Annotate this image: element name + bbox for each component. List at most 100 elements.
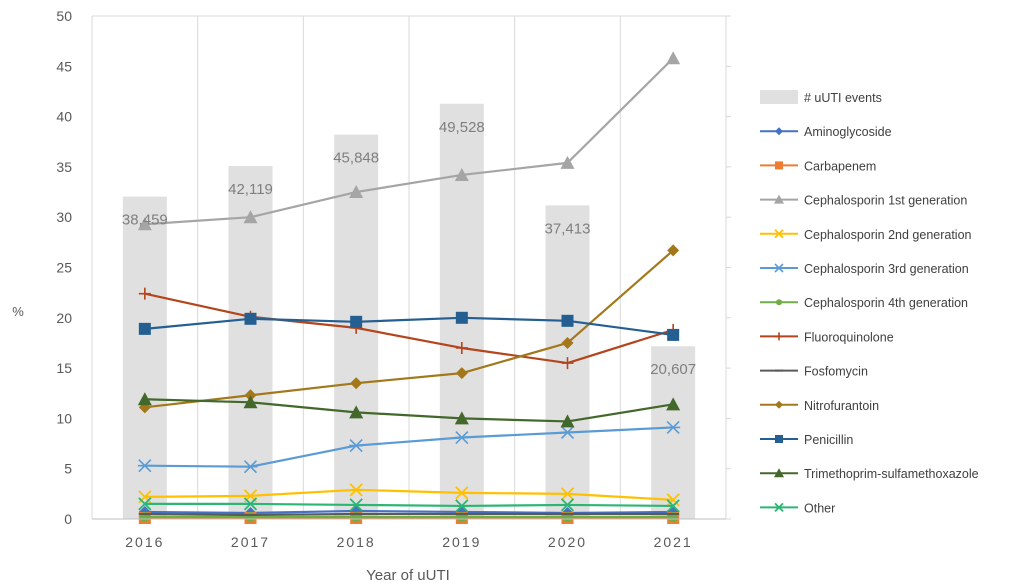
series-marker: [138, 287, 151, 300]
legend-label: # uUTI events: [804, 91, 882, 105]
series-marker: [243, 395, 258, 409]
series-marker: [560, 425, 575, 440]
series-marker: [349, 185, 364, 199]
series-line: [144, 509, 674, 515]
series-marker: [667, 244, 680, 257]
y-tick-label: 25: [56, 260, 72, 276]
series-line: [144, 57, 674, 226]
legend-label: Carbapenem: [804, 159, 876, 173]
x-tick-label: 2017: [231, 534, 270, 550]
legend-label: Cephalosporin 2nd generation: [804, 228, 972, 242]
y-tick-label: 10: [56, 410, 72, 426]
series-marker: [455, 486, 469, 500]
series-marker: [138, 497, 152, 511]
x-tick-label: 2016: [125, 534, 164, 550]
series-marker: [560, 498, 575, 512]
series-marker: [774, 502, 784, 513]
legend-label: Cephalosporin 4th generation: [804, 296, 968, 310]
y-tick-label: 15: [56, 360, 72, 376]
x-axis-label: Year of uUTI: [366, 567, 450, 584]
x-tick-label: 2018: [337, 534, 376, 550]
series-marker: [350, 377, 363, 390]
series-marker: [561, 357, 574, 370]
series-marker: [666, 493, 680, 507]
series-marker: [243, 210, 258, 224]
bar-data-label: 20,607: [650, 361, 696, 378]
series-marker: [349, 405, 364, 419]
series-marker: [244, 312, 257, 325]
bar-data-label: 45,848: [333, 150, 379, 167]
legend-label: Penicillin: [804, 433, 853, 447]
legend-label: Aminoglycoside: [804, 125, 892, 139]
legend-swatch-bar: [760, 90, 798, 104]
series-marker: [667, 328, 680, 341]
series-line: [144, 398, 674, 423]
series-marker: [774, 229, 784, 239]
y-tick-label: 5: [64, 461, 72, 477]
y-tick-label: 35: [56, 159, 72, 175]
legend-label: Nitrofurantoin: [804, 399, 879, 413]
legend-label: Fluoroquinolone: [804, 330, 894, 344]
series-marker: [666, 499, 680, 513]
series-marker: [138, 322, 151, 335]
series-marker: [137, 217, 152, 231]
y-tick-label: 50: [56, 8, 72, 24]
series-marker: [244, 389, 257, 402]
legend-label: Other: [804, 501, 835, 515]
series-marker: [774, 468, 784, 478]
bar-data-label: 42,119: [228, 181, 273, 198]
series-marker: [775, 127, 783, 136]
series-marker: [666, 420, 681, 435]
y-tick-label: 0: [64, 511, 72, 527]
series-marker: [350, 315, 363, 328]
y-tick-label: 40: [56, 109, 72, 125]
series-marker: [560, 155, 575, 169]
series-line: [144, 502, 674, 508]
series-marker: [561, 336, 574, 349]
series-line: [144, 249, 674, 409]
series-marker: [137, 392, 152, 406]
y-tick-label: 30: [56, 209, 72, 225]
series-marker: [775, 161, 783, 170]
series-marker: [349, 483, 363, 497]
y-tick-label: 45: [56, 58, 72, 74]
series-marker: [137, 459, 152, 473]
series-marker: [775, 400, 783, 409]
series-marker: [455, 311, 468, 324]
series-line: [144, 512, 674, 517]
series-marker: [775, 332, 783, 341]
y-tick-label: 20: [56, 310, 72, 326]
series-marker: [243, 497, 258, 511]
series-marker: [454, 411, 469, 425]
legend-label: Trimethoprim-sulfamethoxazole: [804, 467, 979, 481]
x-tick-label: 2020: [548, 534, 587, 550]
series-marker: [349, 498, 363, 512]
bar-uuti-events: [439, 103, 484, 519]
x-tick-label: 2021: [654, 534, 693, 550]
bar-uuti-events: [228, 165, 273, 519]
series-marker: [666, 397, 681, 411]
series-marker: [776, 299, 782, 306]
legend-label: Fosfomycin: [804, 365, 868, 379]
series-marker: [560, 487, 575, 501]
series-line: [144, 292, 674, 365]
series-line: [144, 316, 674, 336]
y-axis-label: %: [12, 304, 24, 319]
bar-data-label: 37,413: [545, 220, 591, 237]
series-marker: [455, 341, 468, 354]
series-marker: [561, 314, 574, 327]
series-line: [144, 426, 674, 468]
series-marker: [454, 430, 469, 445]
series-marker: [454, 167, 469, 181]
series-marker: [349, 438, 364, 453]
grid: [91, 15, 731, 520]
series-marker: [245, 511, 256, 522]
series-marker: [666, 51, 681, 65]
series-marker: [775, 435, 783, 443]
legend: # uUTI events Aminoglycoside Carbapenem Cep…: [760, 90, 979, 515]
series-marker: [774, 194, 784, 204]
series-marker: [774, 263, 784, 273]
x-tick-label: 2019: [442, 534, 481, 550]
bar-data-label: 49,528: [439, 119, 485, 136]
legend-label: Cephalosporin 3rd generation: [804, 262, 969, 276]
